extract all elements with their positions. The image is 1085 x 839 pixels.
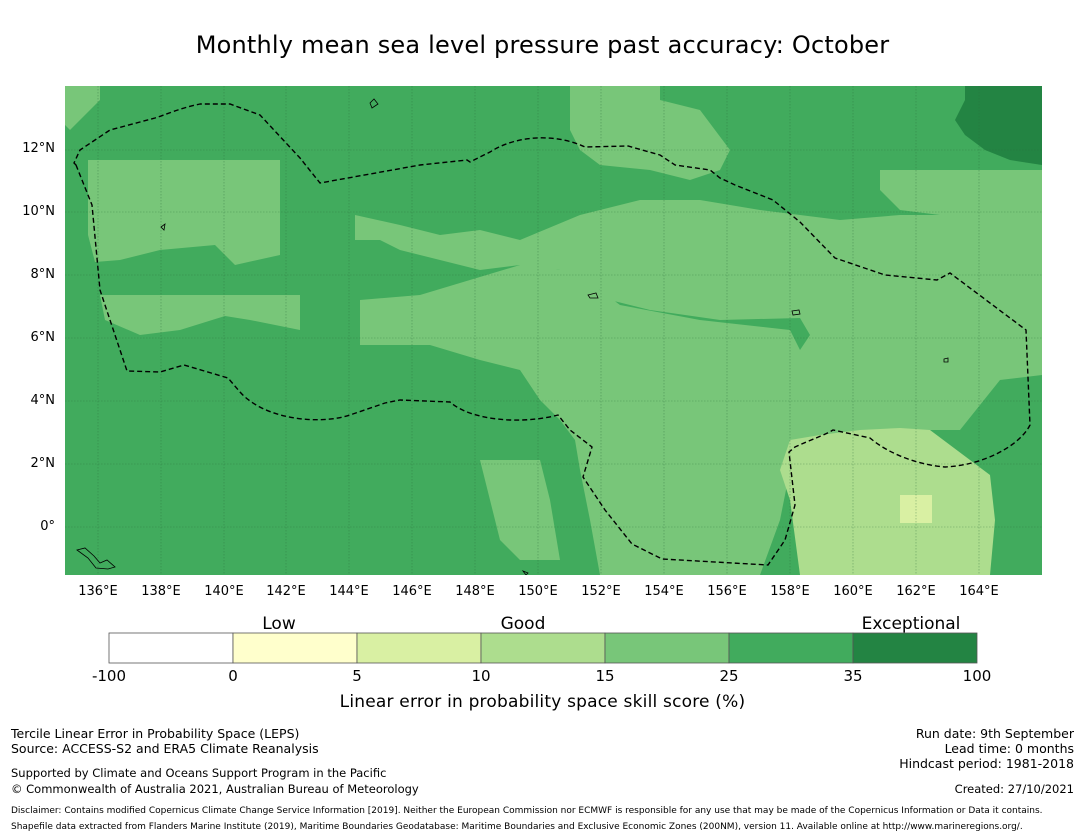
region-score-35-100-northeast	[955, 86, 1042, 165]
lon-label-146e: 146°E	[392, 584, 432, 599]
lat-label-0: 0°	[40, 519, 55, 534]
colorbar-segment	[480, 632, 606, 664]
chart-title: Monthly mean sea level pressure past acc…	[195, 31, 890, 59]
lon-label-160e: 160°E	[833, 584, 873, 599]
lon-label-162e: 162°E	[896, 584, 936, 599]
lat-label-6n: 6°N	[30, 330, 56, 345]
lon-label-164e: 164°E	[959, 584, 999, 599]
run-date: Run date: 9th September	[915, 726, 1074, 741]
lon-label-154e: 154°E	[644, 584, 684, 599]
lon-label-148e: 148°E	[455, 584, 495, 599]
lon-label-156e: 156°E	[707, 584, 747, 599]
lon-label-150e: 150°E	[518, 584, 558, 599]
disclaimer-copernicus: Disclaimer: Contains modified Copernicus…	[11, 806, 1043, 816]
region-score-15-25-west-band	[100, 295, 300, 335]
lat-label-4n: 4°N	[30, 393, 56, 408]
region-score-15-25-east-upper	[880, 170, 1042, 215]
colorbar-segment	[232, 632, 358, 664]
colorbar-tick: 5	[352, 667, 362, 685]
lat-label-10n: 10°N	[22, 204, 55, 219]
colorbar-title: Linear error in probability space skill …	[339, 692, 746, 712]
colorbar-tick: 35	[843, 667, 863, 685]
colorbar-tick: 25	[719, 667, 739, 685]
colorbar-segment	[728, 632, 854, 664]
lon-label-144e: 144°E	[329, 584, 369, 599]
region-score-15-25-north-central	[570, 86, 730, 180]
lat-label-8n: 8°N	[30, 267, 56, 282]
region-score-15-25-south-west	[480, 460, 560, 560]
lon-label-158e: 158°E	[770, 584, 810, 599]
method-text: Tercile Linear Error in Probability Spac…	[11, 726, 300, 741]
copyright-text: © Commonwealth of Australia 2021, Austra…	[11, 782, 419, 796]
region-score-10-15-southeast	[780, 428, 995, 575]
colorbar	[108, 632, 978, 664]
hindcast-period: Hindcast period: 1981-2018	[899, 756, 1074, 771]
lead-time: Lead time: 0 months	[944, 741, 1074, 756]
colorbar-segment	[356, 632, 482, 664]
category-good: Good	[500, 614, 546, 634]
category-exceptional: Exceptional	[861, 614, 961, 634]
map-gridlines	[65, 86, 1042, 575]
colorbar-tick: 10	[471, 667, 491, 685]
colorbar-segment	[852, 632, 978, 664]
colorbar-tick: 15	[595, 667, 615, 685]
support-text: Supported by Climate and Oceans Support …	[11, 766, 387, 780]
lon-label-138e: 138°E	[141, 584, 181, 599]
colorbar-segment	[604, 632, 730, 664]
colorbar-tick: 100	[962, 667, 992, 685]
region-score-15-25-upper-left	[65, 86, 100, 130]
disclaimer-shapefile: Shapefile data extracted from Flanders M…	[11, 822, 1023, 832]
lon-label-152e: 152°E	[581, 584, 621, 599]
source-text: Source: ACCESS-S2 and ERA5 Climate Reana…	[11, 741, 319, 756]
colorbar-tick: -100	[91, 667, 127, 685]
lon-label-136e: 136°E	[78, 584, 118, 599]
region-score-15-25-northwest	[88, 160, 280, 265]
lon-label-140e: 140°E	[204, 584, 244, 599]
created-date: Created: 27/10/2021	[954, 782, 1074, 796]
region-score-15-25-central-band	[355, 200, 1042, 575]
eez-boundary	[73, 103, 1031, 566]
colorbar-segment	[108, 632, 234, 664]
lon-label-142e: 142°E	[266, 584, 306, 599]
colorbar-tick: 0	[228, 667, 238, 685]
lat-label-12n: 12°N	[22, 141, 55, 156]
island-outlines	[76, 98, 949, 575]
lat-label-2n: 2°N	[30, 456, 56, 471]
category-low: Low	[262, 614, 296, 634]
